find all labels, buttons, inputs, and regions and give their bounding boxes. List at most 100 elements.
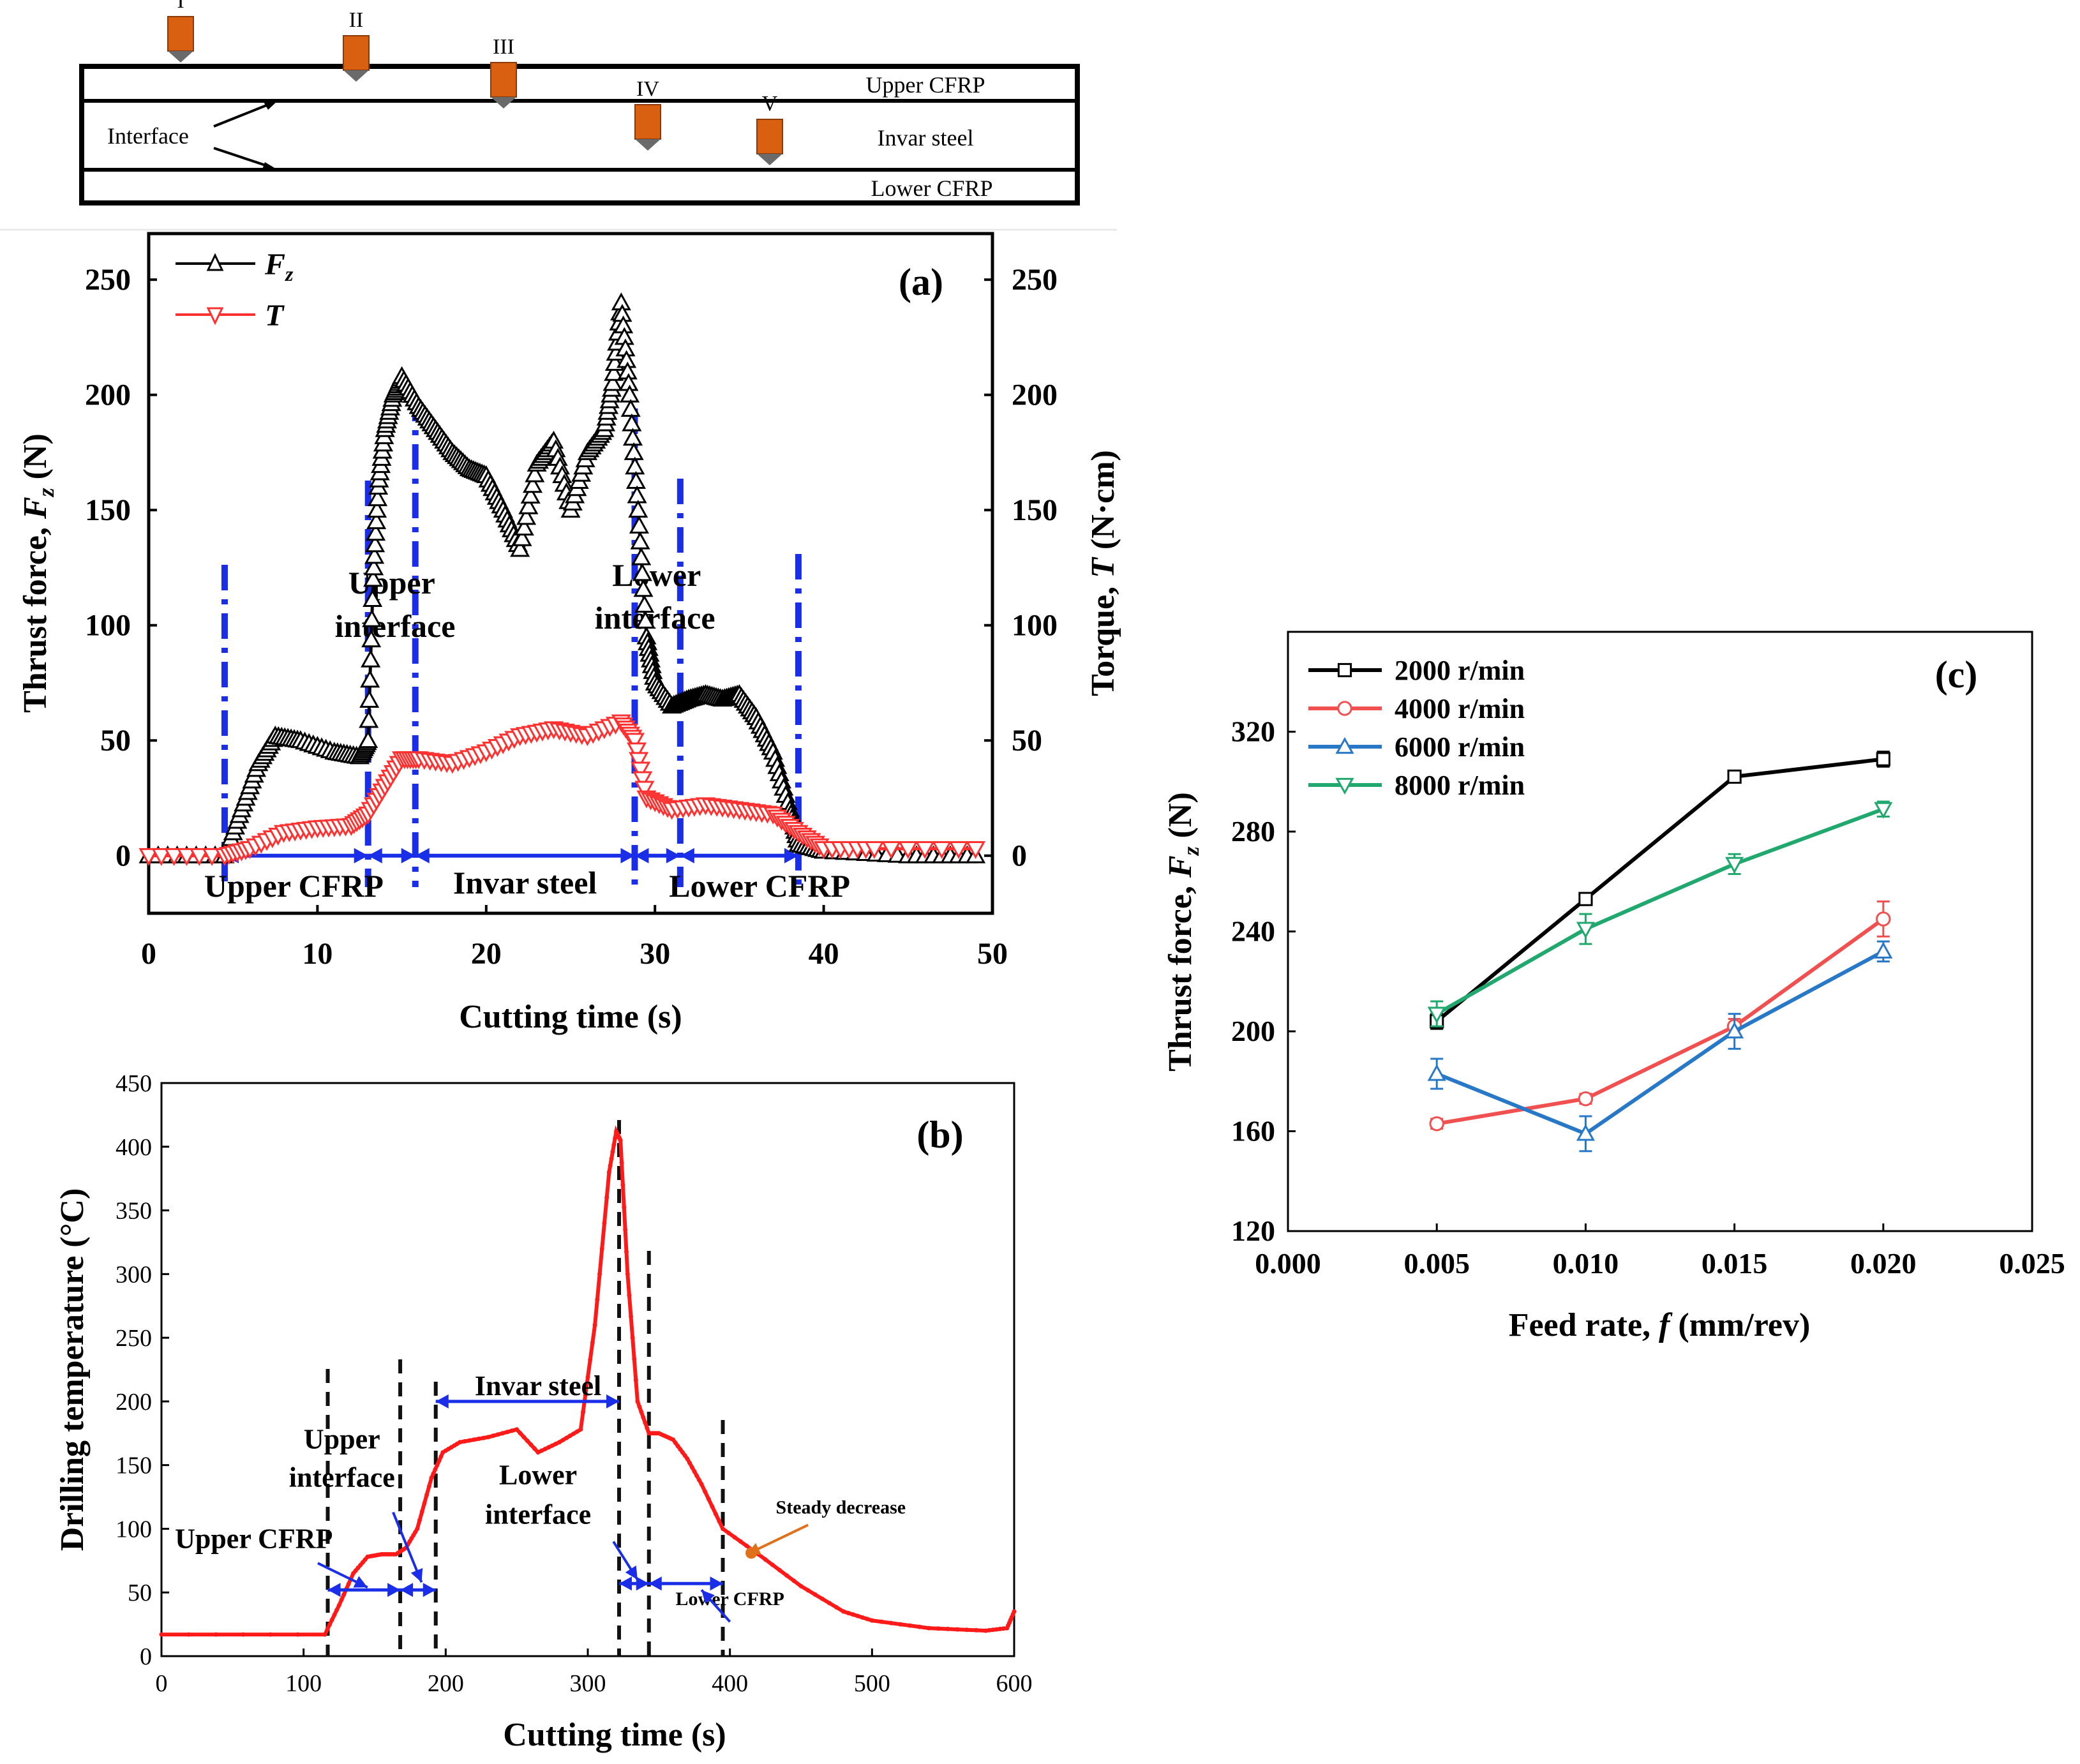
data-point-fz-a — [361, 629, 382, 648]
x-tick-label-a-1: 10 — [302, 937, 333, 971]
data-point-fz-a — [358, 730, 378, 749]
data-point-temperature-b — [462, 1439, 467, 1444]
data-point-8000-c — [1725, 856, 1744, 874]
data-point-temperature-b — [564, 1435, 569, 1440]
y-tick-label-c-3: 240 — [1231, 915, 1275, 948]
data-point-temperature-b — [619, 1160, 624, 1165]
data-point-temperature-b — [637, 1404, 642, 1409]
region-arrowhead-right-a-0 — [354, 848, 368, 863]
annotation-upper-interface-line2-b: interface — [289, 1462, 395, 1493]
panel-b: 0 100 200 300 400 500 600 0 50 100 150 200 250 300 350… — [54, 1070, 1033, 1753]
legend-marker-8000-c — [1335, 777, 1354, 795]
x-tick-label-a-4: 40 — [809, 937, 839, 971]
interface-label: Interface — [107, 123, 189, 149]
data-point-t-a — [631, 761, 651, 780]
plot-frame-a — [147, 232, 994, 915]
data-point-temperature-b — [546, 1445, 551, 1450]
data-point-temperature-b — [602, 1221, 607, 1226]
legend-marker-t — [206, 307, 224, 325]
drill-position-label-III: III — [493, 35, 514, 59]
data-point-temperature-b — [983, 1628, 988, 1633]
data-point-temperature-b — [805, 1588, 811, 1593]
data-point-fz-a — [627, 485, 647, 504]
data-point-temperature-b — [429, 1476, 434, 1481]
data-point-temperature-b — [422, 1501, 427, 1506]
y-tick-label-b-7: 350 — [116, 1198, 152, 1225]
annotation-lower-cfrp-b: Lower CFRP — [676, 1588, 784, 1610]
annotation-invar-steel-b: Invar steel — [475, 1370, 601, 1401]
drill-body-V — [756, 119, 783, 154]
data-point-fz-a — [604, 363, 624, 381]
data-point-fz-a — [368, 488, 388, 507]
data-point-temperature-b — [339, 1597, 344, 1603]
drill-position-label-V: V — [762, 92, 778, 116]
drilling-schematic: Upper CFRP Invar steel Lower CFRP Interf… — [79, 0, 1080, 206]
panel-a: Upper CFRP Invar steel Lower CFRP Upper inte… — [17, 232, 1121, 1035]
data-point-t-a — [624, 733, 645, 751]
data-point-temperature-b — [500, 1431, 505, 1436]
y-tick-label-left-a-2: 100 — [85, 609, 131, 643]
data-point-temperature-b — [550, 1443, 555, 1448]
data-point-4000-c — [1578, 1091, 1594, 1107]
data-point-temperature-b — [528, 1442, 534, 1447]
data-point-temperature-b — [329, 1617, 334, 1622]
range-arrow-lower-interface-b-head-right — [636, 1576, 649, 1591]
data-point-8000-c — [1427, 1006, 1446, 1024]
region-arrowhead-right-a-4 — [784, 848, 798, 863]
drill-body-IV — [634, 104, 661, 140]
data-point-temperature-b — [583, 1392, 588, 1397]
legend-marker-2000-c — [1337, 662, 1352, 678]
data-point-fz-a — [514, 518, 534, 536]
data-point-temperature-b — [685, 1456, 690, 1461]
data-point-temperature-b — [645, 1425, 650, 1430]
data-point-temperature-b — [898, 1622, 903, 1627]
data-point-temperature-b — [595, 1297, 600, 1302]
data-point-temperature-b — [532, 1446, 537, 1451]
data-point-temperature-b — [869, 1618, 874, 1623]
data-point-temperature-b — [639, 1410, 644, 1415]
data-point-t-a — [138, 848, 159, 866]
data-point-temperature-b — [726, 1530, 731, 1536]
data-point-temperature-b — [346, 1581, 351, 1587]
data-point-fz-a — [625, 456, 645, 475]
data-point-temperature-b — [721, 1526, 726, 1531]
drill-tip-II — [343, 70, 369, 82]
data-point-temperature-b — [467, 1438, 472, 1443]
range-arrow-lower-cfrp-b-head-right — [710, 1576, 723, 1591]
data-point-temperature-b — [936, 1626, 941, 1631]
data-point-temperature-b — [641, 1415, 646, 1420]
data-point-temperature-b — [458, 1440, 463, 1445]
data-point-fz-a — [630, 531, 650, 549]
data-point-fz-a — [620, 399, 641, 417]
data-point-fz-a — [631, 547, 652, 565]
range-arrow-upper-interface-b-head-left — [400, 1583, 414, 1597]
x-tick-label-b-4: 400 — [712, 1670, 748, 1697]
data-point-temperature-b — [472, 1437, 477, 1442]
data-point-temperature-b — [732, 1535, 737, 1540]
data-point-temperature-b — [671, 1437, 676, 1442]
data-point-fz-a — [359, 710, 379, 728]
data-point-temperature-b — [525, 1439, 530, 1444]
data-point-6000-c — [1427, 1064, 1446, 1081]
region-arrowhead-left-a-2 — [415, 848, 430, 863]
data-point-temperature-b — [738, 1539, 743, 1544]
y-tick-label-b-3: 150 — [116, 1453, 152, 1479]
data-point-fz-a — [510, 539, 530, 557]
data-point-fz-a — [518, 496, 539, 514]
data-point-fz-a — [633, 579, 654, 597]
data-point-temperature-b — [791, 1578, 797, 1583]
y-tick-label-right-a-4: 200 — [1012, 378, 1058, 412]
y-tick-label-left-a-4: 200 — [85, 378, 131, 412]
data-point-temperature-b — [689, 1465, 694, 1470]
data-point-temperature-b — [495, 1432, 500, 1437]
interface-arrowhead-upper — [263, 101, 278, 110]
data-point-t-a — [634, 781, 655, 799]
data-point-temperature-b — [476, 1436, 481, 1441]
data-point-fz-a — [622, 428, 643, 446]
data-point-fz-a — [363, 589, 383, 608]
data-point-6000-c — [1725, 1021, 1744, 1039]
series-line-4000-c — [1436, 917, 1885, 1126]
data-point-temperature-b — [618, 1138, 623, 1143]
y-tick-label-c-0: 120 — [1231, 1215, 1275, 1247]
data-point-fz-a — [359, 689, 380, 708]
